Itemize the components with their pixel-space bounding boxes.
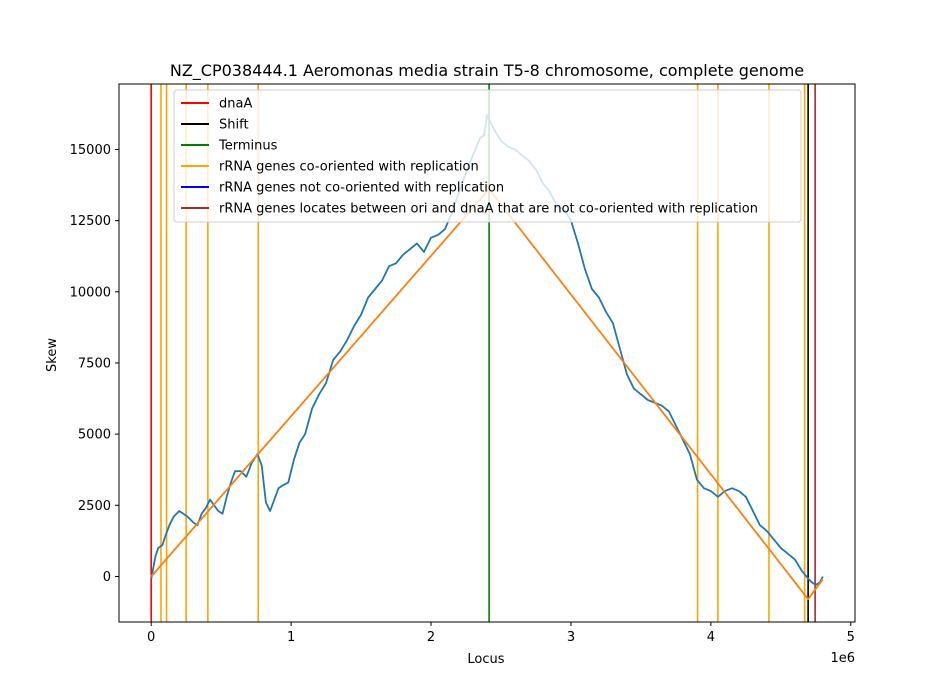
plot-frame: [118, 83, 856, 623]
series-line-1: [150, 188, 824, 601]
x-tick-label: 5: [847, 630, 855, 645]
legend-label: Shift: [219, 118, 249, 133]
y-tick-label: 12500: [70, 214, 111, 229]
x-axis-ticks: 0 1 2 3 4 5: [147, 622, 855, 645]
chart-title: NZ_CP038444.1 Aeromonas media strain T5-…: [170, 61, 804, 81]
x-axis-label: Locus: [467, 652, 504, 667]
x-tick-label: 2: [427, 630, 435, 645]
x-tick-label: 0: [147, 630, 155, 645]
legend-label: rRNA genes co-oriented with replication: [219, 160, 479, 175]
x-axis-offset-label: 1e6: [830, 651, 855, 666]
x-tick-label: 1: [287, 630, 295, 645]
y-tick-label: 0: [103, 570, 111, 585]
legend-label: dnaA: [219, 97, 252, 112]
y-axis-ticks: 0 2500 5000 7500 10000 12500 15000: [70, 143, 119, 585]
x-tick-label: 4: [707, 630, 715, 645]
y-axis-label: Skew: [45, 338, 60, 372]
x-tick-label: 3: [567, 630, 575, 645]
legend: dnaA Shift Terminus rRNA genes co-oriented …: [173, 89, 802, 223]
y-tick-label: 2500: [78, 499, 111, 514]
y-tick-label: 5000: [78, 428, 111, 443]
axes-frame: [118, 83, 856, 623]
y-tick-label: 7500: [78, 356, 111, 371]
legend-label: Terminus: [218, 139, 278, 154]
legend-box: [173, 89, 802, 223]
y-tick-label: 10000: [70, 285, 111, 300]
y-tick-label: 15000: [70, 143, 111, 158]
legend-label: rRNA genes not co-oriented with replicat…: [219, 181, 504, 196]
legend-label: rRNA genes locates between ori and dnaA …: [219, 202, 758, 217]
